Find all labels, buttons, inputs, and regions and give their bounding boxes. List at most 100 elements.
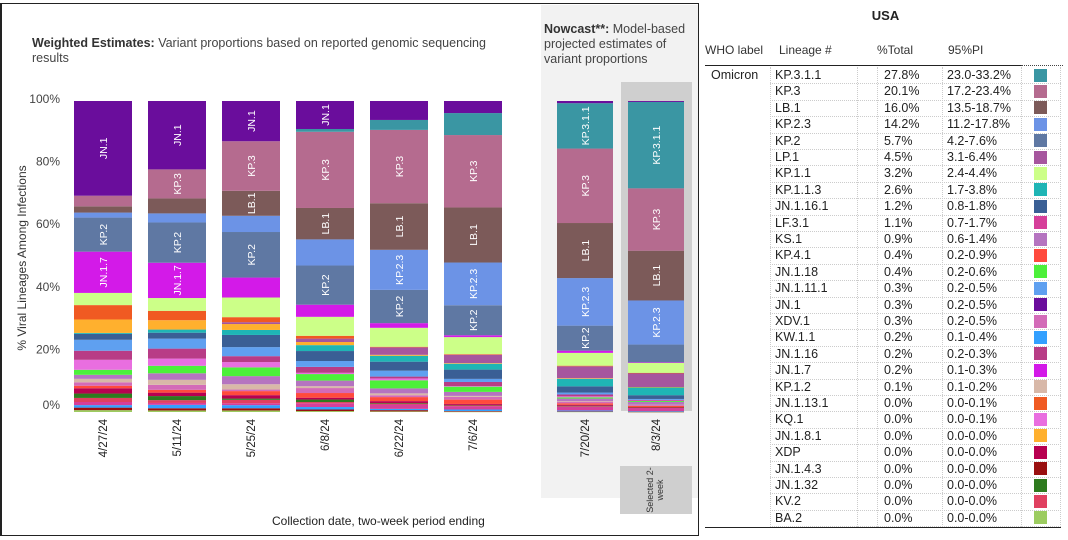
bar-segment-JN-1-18 — [148, 365, 206, 374]
bar-segment-JN-1-4-3 — [370, 410, 428, 412]
lineage-color-swatch — [1034, 396, 1047, 410]
percent-total: 3.2% — [884, 166, 913, 181]
bar-segment-KS-1 — [370, 388, 428, 394]
row-divider — [770, 509, 1061, 511]
lineage-name: KP.3.1.1 — [775, 68, 822, 82]
bar-segment-KQ-1 — [628, 400, 684, 402]
row-divider — [770, 411, 1061, 413]
prediction-interval: 0.2-0.3% — [947, 346, 998, 361]
bar-segment-KP-4-1 — [74, 385, 132, 389]
chart-frame — [0, 3, 699, 536]
bar-segment-KP-3 — [148, 169, 206, 199]
bar-segment-LB-1 — [148, 198, 206, 214]
bar-segment-JN-1 — [628, 101, 684, 102]
percent-total: 0.0% — [884, 396, 913, 410]
segment-label: KP.2.3 — [394, 255, 406, 285]
lineage-name: JN.1.16 — [775, 346, 819, 361]
percent-total: 0.9% — [884, 232, 913, 246]
lineage-color-swatch — [1034, 150, 1047, 164]
lineage-color-swatch — [1034, 298, 1047, 312]
prediction-interval: 13.5-18.7% — [947, 100, 1011, 115]
lineage-color-swatch — [1034, 412, 1047, 426]
lineage-color-swatch — [1034, 216, 1047, 230]
bar-segment-JN-1-7 — [74, 251, 132, 293]
bar-segment-JN-1-18 — [628, 400, 684, 402]
bar-segment-XDP — [557, 404, 613, 406]
row-divider — [770, 263, 1061, 265]
row-divider — [770, 165, 1061, 167]
bar-segment-KP-1-1 — [74, 292, 132, 306]
lineage-name: KS.1 — [775, 232, 803, 246]
lineage-name: KV.2 — [775, 494, 801, 509]
nowcast-title: Nowcast**: Model-based projected estimat… — [544, 22, 702, 67]
percent-total: 2.6% — [884, 182, 913, 197]
bar-segment-JN-1-32 — [74, 393, 132, 398]
prediction-interval: 0.0-0.0% — [947, 428, 998, 443]
bar-segment-JN-1-16-1 — [296, 351, 354, 361]
prediction-interval: 0.0-0.1% — [947, 412, 998, 427]
x-tick-label: 8/3/24 — [651, 418, 663, 451]
bar-segment-BA-2 — [444, 411, 502, 413]
bar-segment-JN-1-8-1 — [444, 363, 502, 364]
percent-total: 0.3% — [884, 314, 913, 328]
bar-segment-JN-1-11-1 — [628, 398, 684, 400]
bar-segment-KQ-1 — [444, 386, 502, 387]
bar-segment-KP-1-1 — [222, 297, 280, 318]
lineage-color-swatch — [1034, 347, 1047, 361]
y-tick-label: 0% — [43, 398, 61, 412]
bar-segment-JN-1-16 — [222, 356, 280, 363]
selected-week-label-box[interactable]: Selected 2-week — [620, 466, 692, 514]
bar-segment-KP-4-1 — [370, 397, 428, 402]
row-divider — [770, 444, 1061, 446]
bar-segment-KP-4-1 — [444, 399, 502, 404]
lineage-color-swatch — [1034, 363, 1047, 377]
bar-segment-JN-1-18 — [74, 369, 132, 375]
segment-label: KP.3.1.1 — [580, 106, 592, 145]
bar-segment-KP-4-1 — [296, 393, 354, 398]
segment-label: JN.1.7 — [98, 257, 110, 288]
bar-segment-JN-1-4-3 — [74, 407, 132, 411]
lineage-name: JN.1.16.1 — [775, 199, 829, 214]
bar-segment-JN-1-8-1 — [148, 320, 206, 330]
bar-segment-JN-1-13-1 — [557, 365, 613, 367]
bar-segment-KQ-1 — [222, 362, 280, 368]
segment-label: KP.3 — [651, 209, 663, 231]
row-divider — [770, 198, 1061, 200]
bar-segment-LB-1 — [628, 250, 684, 301]
header-divider — [705, 65, 1021, 66]
column-divider — [942, 67, 943, 527]
percent-total: 0.0% — [884, 510, 913, 525]
row-divider — [770, 460, 1061, 462]
prediction-interval: 0.0-0.1% — [947, 396, 998, 410]
prediction-interval: 0.2-0.5% — [947, 297, 998, 312]
segment-label: LB.1 — [246, 192, 258, 214]
lineage-name: JN.1.8.1 — [775, 428, 822, 443]
percent-total: 5.7% — [884, 133, 913, 148]
lineage-color-swatch — [1034, 462, 1047, 476]
bar-segment-JN-1-16-1 — [222, 334, 280, 348]
segment-label: KP.3 — [468, 160, 480, 182]
bar-segment-KP-1-1 — [148, 298, 206, 311]
segment-label: KP.2 — [172, 232, 184, 254]
column-divider — [877, 67, 878, 527]
bar-segment-JN-1 — [222, 101, 280, 142]
prediction-interval: 3.1-6.4% — [947, 150, 998, 164]
bar-segment-JN-1-16 — [148, 348, 206, 359]
prediction-interval: 23.0-33.2% — [947, 68, 1011, 82]
bar-segment-KP-2 — [296, 265, 354, 305]
prediction-interval: 0.2-0.6% — [947, 264, 998, 279]
title-bold: Nowcast**: — [544, 22, 610, 36]
bar-segment-LF-3-1 — [444, 406, 502, 410]
column-divider — [857, 67, 858, 527]
weighted-estimates-title: Weighted Estimates: Variant proportions … — [32, 36, 492, 66]
bar-segment-JN-1-16-1 — [370, 361, 428, 371]
bar-segment-JN-1-18 — [296, 374, 354, 381]
bar-segment-KP-1-1-3 — [148, 329, 206, 333]
lineage-name: JN.1.32 — [775, 478, 819, 492]
segment-label: LB.1 — [320, 213, 332, 235]
percent-total: 0.0% — [884, 494, 913, 509]
bar-segment-KW-1-1 — [222, 405, 280, 409]
bar-segment-JN-1-16-1 — [444, 369, 502, 379]
bar-segment-JN-1-8-1 — [296, 342, 354, 346]
segment-label: KP.3 — [580, 175, 592, 197]
